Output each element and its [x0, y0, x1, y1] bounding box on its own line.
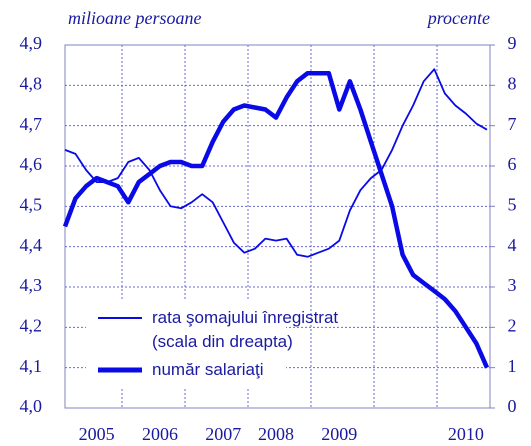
y2-tick-label: 1: [508, 356, 517, 376]
frame: [64, 44, 491, 409]
legend-bg: [86, 300, 286, 388]
y2-tick-label: 6: [508, 154, 517, 174]
y-tick-label: 4,7: [20, 114, 43, 134]
y-label: milioane persoane: [68, 8, 201, 28]
legend-label: număr salariaţi: [152, 360, 264, 379]
y2-tick-label: 9: [508, 33, 517, 53]
y2-tick-label: 8: [508, 73, 517, 93]
y-tick-label: 4,5: [20, 194, 43, 214]
legend-label: rata şomajului înregistrat (scala din dr…: [152, 308, 339, 351]
x-tick-label: 2010: [448, 424, 484, 444]
y-tick-label: 4,8: [20, 73, 43, 93]
y2-label: procente: [426, 8, 490, 28]
y-tick-label: 4,3: [20, 275, 43, 295]
series-line: [64, 68, 488, 258]
y-tick-label: 4,4: [20, 235, 43, 255]
y-tick-label: 4,9: [20, 33, 43, 53]
x-tick-label: 2008: [258, 424, 294, 444]
y-tick-label: 4,0: [20, 396, 43, 416]
y2-tick-label: 3: [508, 275, 517, 295]
y-tick-label: 4,6: [20, 154, 43, 174]
y-tick-label: 4,2: [20, 315, 43, 335]
x-grid: [121, 45, 438, 408]
y-tick-label: 4,1: [20, 356, 43, 376]
y2-tick-label: 2: [508, 315, 517, 335]
series-line: [62, 70, 490, 369]
x-tick-label: 2006: [142, 424, 178, 444]
x-tick-label: 2005: [79, 424, 115, 444]
x-tick-label: 2009: [321, 424, 357, 444]
y2-tick-label: 4: [508, 235, 517, 255]
y2-tick-label: 7: [508, 114, 517, 134]
y2-tick-label: 5: [508, 194, 517, 214]
x-tick-label: 2007: [205, 424, 241, 444]
y2-tick-label: 0: [508, 396, 517, 416]
